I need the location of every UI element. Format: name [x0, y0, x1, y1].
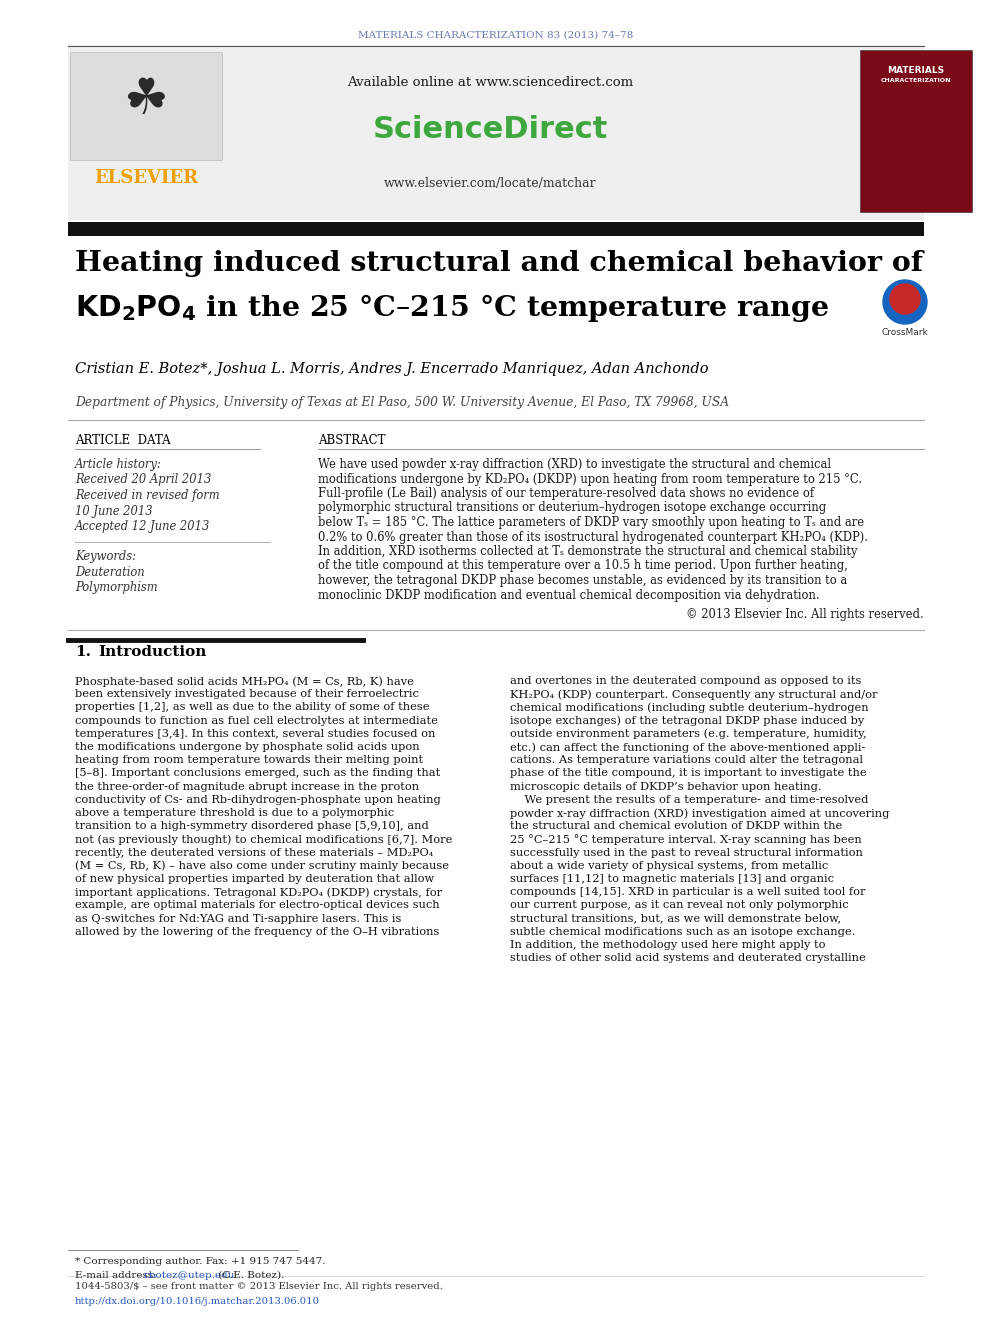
Text: http://dx.doi.org/10.1016/j.matchar.2013.06.010: http://dx.doi.org/10.1016/j.matchar.2013…	[75, 1297, 320, 1306]
Text: Cristian E. Botez*, Joshua L. Morris, Andres J. Encerrado Manriquez, Adan Anchon: Cristian E. Botez*, Joshua L. Morris, An…	[75, 363, 708, 376]
Text: however, the tetragonal DKDP phase becomes unstable, as evidenced by its transit: however, the tetragonal DKDP phase becom…	[318, 574, 847, 587]
Text: (M = Cs, Rb, K) – have also come under scrutiny mainly because: (M = Cs, Rb, K) – have also come under s…	[75, 861, 449, 872]
Text: and overtones in the deuterated compound as opposed to its: and overtones in the deuterated compound…	[510, 676, 861, 687]
Text: polymorphic structural transitions or deuterium–hydrogen isotope exchange occurr: polymorphic structural transitions or de…	[318, 501, 826, 515]
Text: CHARACTERIZATION: CHARACTERIZATION	[881, 78, 951, 83]
Text: the structural and chemical evolution of DKDP within the: the structural and chemical evolution of…	[510, 822, 842, 831]
Text: heating from room temperature towards their melting point: heating from room temperature towards th…	[75, 755, 424, 765]
Text: powder x-ray diffraction (XRD) investigation aimed at uncovering: powder x-ray diffraction (XRD) investiga…	[510, 808, 890, 819]
Text: not (as previously thought) to chemical modifications [6,7]. More: not (as previously thought) to chemical …	[75, 835, 452, 845]
Text: www.elsevier.com/locate/matchar: www.elsevier.com/locate/matchar	[384, 176, 596, 189]
Text: about a wide variety of physical systems, from metallic: about a wide variety of physical systems…	[510, 861, 828, 871]
Text: monoclinic DKDP modification and eventual chemical decomposition via dehydration: monoclinic DKDP modification and eventua…	[318, 589, 819, 602]
Text: (C.E. Botez).: (C.E. Botez).	[215, 1271, 285, 1279]
Text: © 2013 Elsevier Inc. All rights reserved.: © 2013 Elsevier Inc. All rights reserved…	[686, 609, 924, 620]
Text: Received in revised form: Received in revised form	[75, 490, 219, 501]
Text: surfaces [11,12] to magnetic materials [13] and organic: surfaces [11,12] to magnetic materials […	[510, 875, 834, 884]
Text: the modifications undergone by phosphate solid acids upon: the modifications undergone by phosphate…	[75, 742, 420, 751]
Text: E-mail address:: E-mail address:	[75, 1271, 160, 1279]
Text: Polymorphism: Polymorphism	[75, 581, 158, 594]
Text: Phosphate-based solid acids MH₂PO₄ (M = Cs, Rb, K) have: Phosphate-based solid acids MH₂PO₄ (M = …	[75, 676, 414, 687]
Bar	[68, 222, 924, 235]
Text: chemical modifications (including subtle deuterium–hydrogen: chemical modifications (including subtle…	[510, 703, 869, 713]
Text: KH₂PO₄ (KDP) counterpart. Consequently any structural and/or: KH₂PO₄ (KDP) counterpart. Consequently a…	[510, 689, 878, 700]
Text: Heating induced structural and chemical behavior of: Heating induced structural and chemical …	[75, 250, 923, 277]
Text: transition to a high-symmetry disordered phase [5,9,10], and: transition to a high-symmetry disordered…	[75, 822, 429, 831]
Text: ARTICLE  DATA: ARTICLE DATA	[75, 434, 171, 447]
Text: Available online at www.sciencedirect.com: Available online at www.sciencedirect.co…	[347, 75, 633, 89]
Text: ELSEVIER: ELSEVIER	[94, 169, 198, 187]
Text: We have used powder x-ray diffraction (XRD) to investigate the structural and ch: We have used powder x-ray diffraction (X…	[318, 458, 831, 471]
Bar	[68, 48, 924, 220]
Text: Article history:: Article history:	[75, 458, 162, 471]
Text: In addition, XRD isotherms collected at Tₛ demonstrate the structural and chemic: In addition, XRD isotherms collected at …	[318, 545, 857, 558]
Text: cbotez@utep.edu: cbotez@utep.edu	[143, 1271, 234, 1279]
Text: 1044-5803/$ – see front matter © 2013 Elsevier Inc. All rights reserved.: 1044-5803/$ – see front matter © 2013 El…	[75, 1282, 442, 1291]
Text: * Corresponding author. Fax: +1 915 747 5447.: * Corresponding author. Fax: +1 915 747 …	[75, 1257, 325, 1266]
Text: as Q-switches for Nd:YAG and Ti-sapphire lasers. This is: as Q-switches for Nd:YAG and Ti-sapphire…	[75, 914, 402, 923]
Text: 10 June 2013: 10 June 2013	[75, 504, 153, 517]
Text: subtle chemical modifications such as an isotope exchange.: subtle chemical modifications such as an…	[510, 927, 855, 937]
Text: $\mathbf{KD_2PO_4}$ in the 25 °C–215 °C temperature range: $\mathbf{KD_2PO_4}$ in the 25 °C–215 °C …	[75, 292, 829, 324]
Text: structural transitions, but, as we will demonstrate below,: structural transitions, but, as we will …	[510, 914, 841, 923]
Text: isotope exchanges) of the tetragonal DKDP phase induced by: isotope exchanges) of the tetragonal DKD…	[510, 716, 864, 726]
Text: Received 20 April 2013: Received 20 April 2013	[75, 474, 211, 487]
Text: 1.: 1.	[75, 646, 91, 659]
Circle shape	[883, 280, 927, 324]
Text: ScienceDirect: ScienceDirect	[372, 115, 608, 144]
Text: example, are optimal materials for electro-optical devices such: example, are optimal materials for elect…	[75, 901, 439, 910]
Text: 0.2% to 0.6% greater than those of its isostructural hydrogenated counterpart KH: 0.2% to 0.6% greater than those of its i…	[318, 531, 868, 544]
Text: MATERIALS CHARACTERIZATION 83 (2013) 74–78: MATERIALS CHARACTERIZATION 83 (2013) 74–…	[358, 30, 634, 40]
Text: ☘: ☘	[124, 75, 169, 124]
Text: Keywords:: Keywords:	[75, 550, 136, 564]
Text: compounds [14,15]. XRD in particular is a well suited tool for: compounds [14,15]. XRD in particular is …	[510, 888, 865, 897]
Text: microscopic details of DKDP’s behavior upon heating.: microscopic details of DKDP’s behavior u…	[510, 782, 821, 791]
Text: compounds to function as fuel cell electrolytes at intermediate: compounds to function as fuel cell elect…	[75, 716, 437, 725]
Text: successfully used in the past to reveal structural information: successfully used in the past to reveal …	[510, 848, 863, 857]
Circle shape	[890, 284, 920, 314]
Text: Deuteration: Deuteration	[75, 565, 145, 578]
Text: been extensively investigated because of their ferroelectric: been extensively investigated because of…	[75, 689, 419, 699]
Bar	[860, 50, 972, 212]
Text: of the title compound at this temperature over a 10.5 h time period. Upon furthe: of the title compound at this temperatur…	[318, 560, 848, 573]
Text: studies of other solid acid systems and deuterated crystalline: studies of other solid acid systems and …	[510, 953, 866, 963]
Text: Full-profile (Le Bail) analysis of our temperature-resolved data shows no eviden: Full-profile (Le Bail) analysis of our t…	[318, 487, 814, 500]
Text: Department of Physics, University of Texas at El Paso, 500 W. University Avenue,: Department of Physics, University of Tex…	[75, 396, 729, 409]
Text: MATERIALS: MATERIALS	[888, 66, 944, 75]
Text: temperatures [3,4]. In this context, several studies focused on: temperatures [3,4]. In this context, sev…	[75, 729, 435, 738]
Text: In addition, the methodology used here might apply to: In addition, the methodology used here m…	[510, 941, 825, 950]
Text: important applications. Tetragonal KD₂PO₄ (DKDP) crystals, for: important applications. Tetragonal KD₂PO…	[75, 888, 442, 898]
Text: etc.) can affect the functioning of the above-mentioned appli-: etc.) can affect the functioning of the …	[510, 742, 865, 753]
Text: cations. As temperature variations could alter the tetragonal: cations. As temperature variations could…	[510, 755, 863, 765]
Text: of new physical properties imparted by deuteration that allow: of new physical properties imparted by d…	[75, 875, 434, 884]
Text: phase of the title compound, it is important to investigate the: phase of the title compound, it is impor…	[510, 769, 867, 778]
Text: outside environment parameters (e.g. temperature, humidity,: outside environment parameters (e.g. tem…	[510, 729, 867, 740]
Text: above a temperature threshold is due to a polymorphic: above a temperature threshold is due to …	[75, 808, 394, 818]
Text: Accepted 12 June 2013: Accepted 12 June 2013	[75, 520, 210, 533]
Text: 25 °C–215 °C temperature interval. X-ray scanning has been: 25 °C–215 °C temperature interval. X-ray…	[510, 835, 862, 845]
Text: conductivity of Cs- and Rb-dihydrogen-phosphate upon heating: conductivity of Cs- and Rb-dihydrogen-ph…	[75, 795, 440, 804]
Text: [5–8]. Important conclusions emerged, such as the finding that: [5–8]. Important conclusions emerged, su…	[75, 769, 440, 778]
Bar	[70, 52, 222, 160]
Text: modifications undergone by KD₂PO₄ (DKDP) upon heating from room temperature to 2: modifications undergone by KD₂PO₄ (DKDP)…	[318, 472, 862, 486]
Text: allowed by the lowering of the frequency of the O–H vibrations: allowed by the lowering of the frequency…	[75, 927, 439, 937]
Text: Introduction: Introduction	[98, 646, 206, 659]
Text: properties [1,2], as well as due to the ability of some of these: properties [1,2], as well as due to the …	[75, 703, 430, 712]
Text: We present the results of a temperature- and time-resolved: We present the results of a temperature-…	[510, 795, 868, 804]
Text: the three-order-of magnitude abrupt increase in the proton: the three-order-of magnitude abrupt incr…	[75, 782, 420, 791]
Text: recently, the deuterated versions of these materials – MD₂PO₄: recently, the deuterated versions of the…	[75, 848, 434, 857]
Text: our current purpose, as it can reveal not only polymorphic: our current purpose, as it can reveal no…	[510, 901, 848, 910]
Text: below Tₛ = 185 °C. The lattice parameters of DKDP vary smoothly upon heating to : below Tₛ = 185 °C. The lattice parameter…	[318, 516, 864, 529]
Text: CrossMark: CrossMark	[882, 328, 929, 337]
Text: ABSTRACT: ABSTRACT	[318, 434, 386, 447]
